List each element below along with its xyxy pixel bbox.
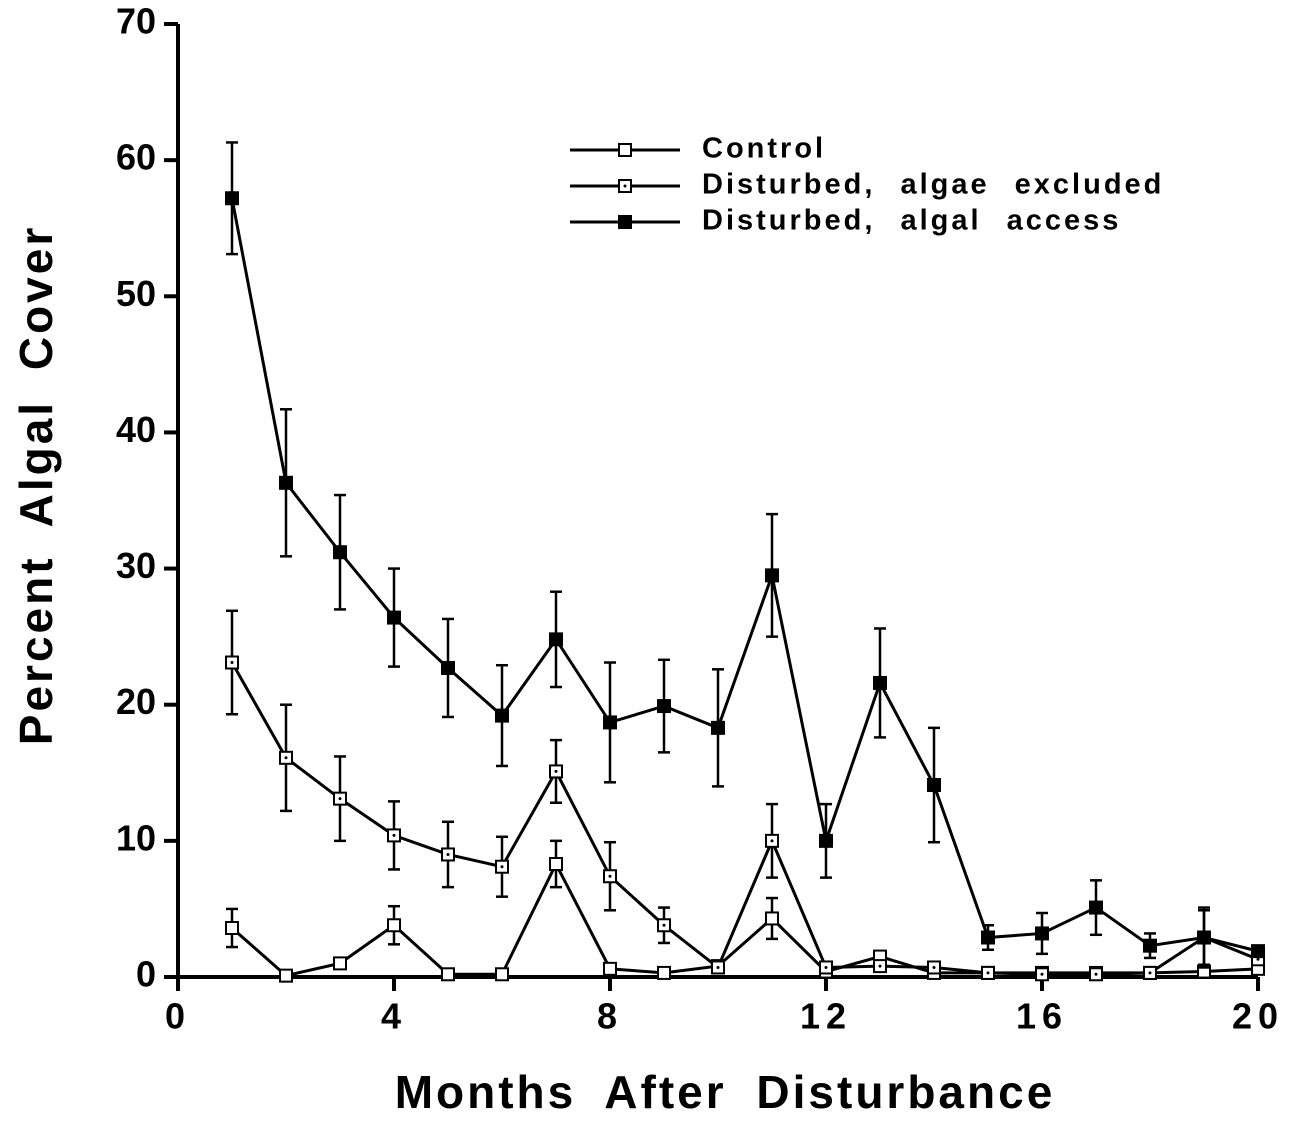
legend-label: Disturbed, algae excluded: [702, 169, 1164, 201]
marker: [495, 967, 509, 982]
y-tick-label: 50: [116, 273, 156, 314]
series-line: [230, 661, 1259, 976]
marker: [981, 930, 995, 945]
marker: [711, 720, 725, 735]
y-tick-label: 60: [116, 137, 156, 178]
marker: [279, 968, 293, 983]
y-tick-label: 70: [116, 1, 156, 42]
x-tick-label: 0: [165, 996, 191, 1037]
marker: [603, 961, 617, 976]
legend-label: Control: [702, 133, 826, 165]
marker: [927, 778, 941, 793]
marker: [441, 967, 455, 982]
marker: [1197, 930, 1211, 945]
legend-label: Disturbed, algal access: [702, 205, 1121, 237]
marker: [495, 708, 509, 723]
x-axis-label: Months After Disturbance: [395, 1066, 1056, 1118]
marker-dot: [770, 839, 774, 843]
marker: [657, 699, 671, 714]
marker: [1143, 938, 1157, 953]
marker-dot: [500, 865, 504, 869]
series-line: [231, 860, 1259, 978]
marker: [765, 568, 779, 583]
y-tick-label: 20: [116, 681, 156, 722]
marker-dot: [1094, 972, 1098, 976]
marker: [549, 857, 563, 872]
marker-dot: [662, 923, 666, 927]
x-tick-label: 20: [1232, 996, 1284, 1037]
marker: [603, 715, 617, 730]
marker: [387, 918, 401, 933]
marker-dot: [878, 964, 882, 968]
series-line: [230, 197, 1259, 953]
marker-dot: [716, 965, 720, 969]
marker: [1089, 900, 1103, 915]
marker: [618, 143, 632, 157]
marker: [387, 610, 401, 625]
marker: [1035, 926, 1049, 941]
y-tick-label: 40: [116, 409, 156, 450]
marker: [765, 911, 779, 926]
marker: [819, 833, 833, 848]
marker-dot: [623, 184, 627, 188]
marker-dot: [1148, 971, 1152, 975]
marker-dot: [554, 769, 558, 773]
x-tick-label: 12: [800, 996, 852, 1037]
x-tick-label: 4: [381, 996, 407, 1037]
marker-dot: [284, 756, 288, 760]
y-tick-label: 10: [116, 817, 156, 858]
marker: [225, 191, 239, 206]
marker: [549, 632, 563, 647]
marker: [618, 215, 632, 229]
marker: [333, 956, 347, 971]
marker: [441, 660, 455, 675]
marker: [225, 920, 239, 935]
marker-dot: [1256, 957, 1260, 961]
marker-dot: [608, 874, 612, 878]
marker: [657, 965, 671, 980]
x-tick-label: 16: [1016, 996, 1068, 1037]
marker-dot: [1040, 972, 1044, 976]
marker-dot: [932, 965, 936, 969]
marker-dot: [392, 833, 396, 837]
marker: [279, 475, 293, 490]
marker-dot: [446, 852, 450, 856]
marker: [1251, 944, 1265, 959]
y-axis-label: Percent Algal Cover: [10, 225, 62, 745]
marker-dot: [824, 965, 828, 969]
marker: [873, 675, 887, 690]
y-tick-label: 0: [136, 954, 156, 995]
marker-dot: [230, 661, 234, 665]
marker: [333, 545, 347, 560]
y-tick-label: 30: [116, 545, 156, 586]
x-tick-label: 8: [597, 996, 623, 1037]
marker-dot: [338, 797, 342, 801]
marker-dot: [986, 971, 990, 975]
